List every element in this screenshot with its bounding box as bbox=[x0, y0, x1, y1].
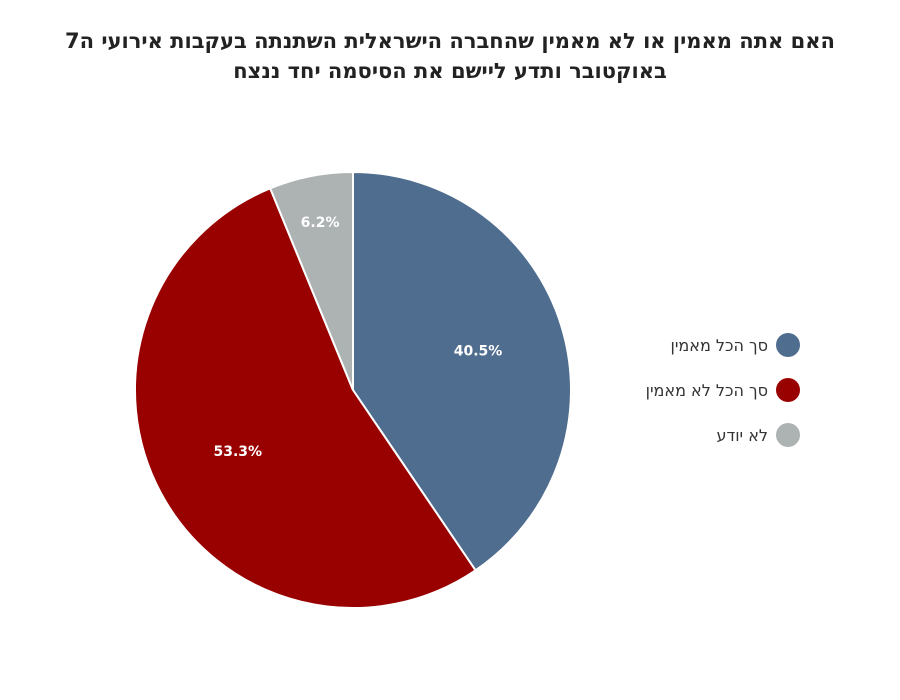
legend-item-believe[interactable]: סך הכל מאמין bbox=[600, 330, 800, 360]
pie-slice-dont-know[interactable] bbox=[268, 170, 354, 391]
slice-label-dont-know: 6.2% bbox=[301, 215, 340, 231]
chart-title-line-1: האם אתה מאמין או לא מאמין שהחברה הישראלי… bbox=[65, 29, 835, 53]
legend-item-dont-know[interactable]: לא יודע bbox=[600, 420, 800, 450]
pie-slices bbox=[134, 170, 572, 609]
chart-title: האם אתה מאמין או לא מאמין שהחברה הישראלי… bbox=[40, 26, 860, 86]
legend-marker-dont-know bbox=[776, 423, 800, 447]
legend-label-dont-know: לא יודע bbox=[716, 425, 768, 445]
slice-label-not-believe: 53.3% bbox=[214, 444, 263, 460]
chart-title-line-2: באוקטובר ותדע ליישם את הסיסמה יחד ננצח bbox=[233, 59, 667, 83]
legend-marker-believe bbox=[776, 333, 800, 357]
legend-label-believe: סך הכל מאמין bbox=[670, 335, 768, 355]
slice-label-believe: 40.5% bbox=[454, 344, 503, 360]
pie-slice-not-believe[interactable] bbox=[134, 187, 477, 609]
legend-item-not-believe[interactable]: סך הכל לא מאמין bbox=[600, 375, 800, 405]
legend-label-not-believe: סך הכל לא מאמין bbox=[645, 380, 768, 400]
legend-marker-not-believe bbox=[776, 378, 800, 402]
pie-slice-believe[interactable] bbox=[352, 170, 572, 572]
pie-labels: 40.5% 53.3% 6.2% bbox=[214, 215, 503, 460]
legend: סך הכל מאמין סך הכל לא מאמין לא יודע bbox=[600, 330, 800, 465]
